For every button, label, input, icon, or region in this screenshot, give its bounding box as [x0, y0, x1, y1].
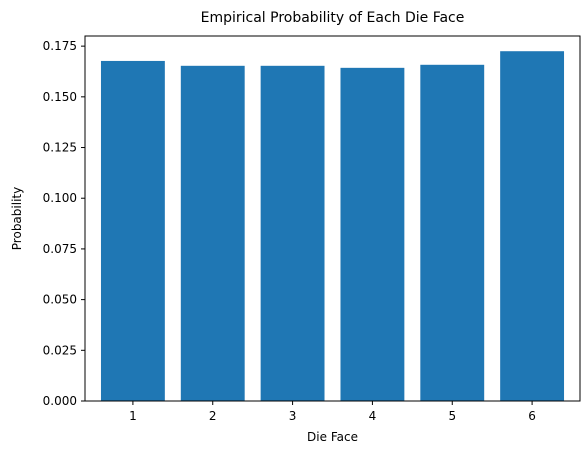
x-tick-label: 1 — [129, 409, 137, 423]
x-tick-label: 3 — [289, 409, 297, 423]
y-tick-label: 0.000 — [43, 394, 77, 408]
bar-face-2 — [180, 65, 245, 401]
plot-frame — [84, 35, 581, 402]
bar-face-4 — [340, 67, 405, 401]
bars-group — [100, 51, 565, 402]
y-tick-label: 0.025 — [43, 343, 77, 357]
y-tick-label: 0.150 — [43, 90, 77, 104]
y-tick-label: 0.175 — [43, 39, 77, 53]
bar-face-3 — [260, 65, 325, 401]
chart-title: Empirical Probability of Each Die Face — [201, 10, 465, 26]
y-tick-label: 0.100 — [43, 191, 77, 205]
x-axis-label: Die Face — [307, 430, 358, 444]
x-tick-label: 4 — [369, 409, 377, 423]
y-ticks-group: 0.000 0.025 0.050 0.075 0.100 0.125 0.150 0.175 — [43, 39, 85, 408]
y-axis-label: Probability — [10, 187, 24, 250]
x-ticks-group: 1 2 3 4 5 6 — [129, 401, 536, 423]
bar-face-1 — [100, 60, 165, 402]
y-tick-label: 0.075 — [43, 242, 77, 256]
x-tick-label: 6 — [528, 409, 536, 423]
y-tick-label: 0.125 — [43, 141, 77, 155]
x-tick-label: 5 — [448, 409, 456, 423]
bar-face-5 — [420, 64, 485, 402]
y-tick-label: 0.050 — [43, 293, 77, 307]
bar-face-6 — [500, 51, 565, 401]
x-tick-label: 2 — [209, 409, 217, 423]
